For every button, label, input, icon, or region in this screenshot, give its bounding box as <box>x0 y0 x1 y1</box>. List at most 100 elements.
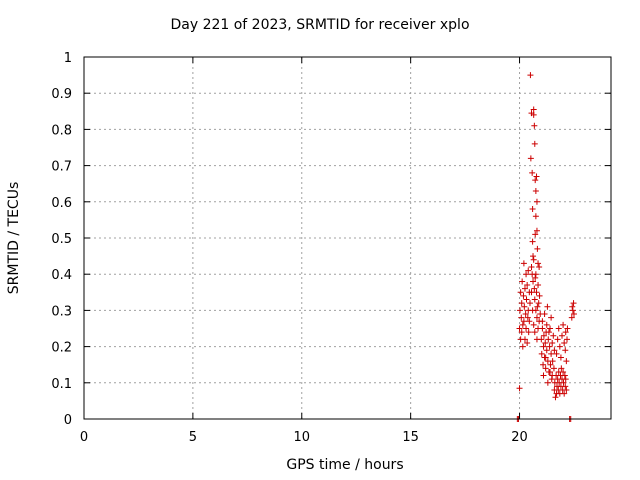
data-point <box>542 365 549 372</box>
data-point <box>562 383 569 390</box>
data-point <box>532 213 539 220</box>
y-tick-label: 0.1 <box>51 377 72 392</box>
data-point <box>549 339 556 346</box>
data-point <box>536 292 543 299</box>
data-point <box>532 187 539 194</box>
y-tick-label: 0.4 <box>51 268 72 283</box>
data-point <box>529 238 536 245</box>
data-point <box>528 263 535 270</box>
data-point <box>557 354 564 361</box>
data-point <box>547 361 554 368</box>
data-point <box>516 307 523 314</box>
data-point <box>531 140 538 147</box>
data-point <box>526 300 533 307</box>
data-point <box>545 329 552 336</box>
data-point <box>562 347 569 354</box>
data-point <box>561 372 568 379</box>
data-point <box>519 321 526 328</box>
data-point <box>570 311 577 318</box>
data-point <box>536 263 543 270</box>
data-point <box>556 343 563 350</box>
data-point <box>534 303 541 310</box>
data-point <box>518 314 525 321</box>
data-point <box>552 394 559 401</box>
data-point <box>553 350 560 357</box>
data-point <box>563 358 570 365</box>
data-point <box>531 285 538 292</box>
data-point <box>533 227 540 234</box>
data-point <box>543 321 550 328</box>
data-point <box>520 260 527 267</box>
data-point <box>532 274 539 281</box>
data-point <box>551 347 558 354</box>
data-point <box>548 314 555 321</box>
data-point <box>540 332 547 339</box>
data-point <box>525 267 532 274</box>
data-point <box>532 177 539 184</box>
data-point <box>560 321 567 328</box>
data-point <box>559 332 566 339</box>
x-tick-label: 20 <box>511 430 528 445</box>
data-point <box>539 318 546 325</box>
data-point <box>519 343 526 350</box>
data-point <box>568 314 575 321</box>
data-point <box>539 325 546 332</box>
data-point <box>535 300 542 307</box>
grid-lines <box>84 57 611 419</box>
data-point <box>524 339 531 346</box>
data-point <box>540 343 547 350</box>
x-tick-label: 5 <box>189 430 197 445</box>
data-point <box>516 385 523 392</box>
y-tick-label: 1 <box>64 51 72 66</box>
data-point <box>519 278 526 285</box>
y-tick-label: 0.5 <box>51 232 72 247</box>
data-point <box>530 321 537 328</box>
data-point <box>560 368 567 375</box>
data-point <box>541 311 548 318</box>
plot-frame <box>83 56 612 420</box>
axis-ticks: 00.10.20.30.40.50.60.70.80.910 5 10 15 20 <box>51 51 611 445</box>
data-point <box>544 379 551 386</box>
data-point <box>533 314 540 321</box>
data-point <box>554 336 561 343</box>
y-tick-label: 0.6 <box>51 196 72 211</box>
data-point <box>550 365 557 372</box>
data-point <box>530 106 537 113</box>
data-point <box>527 155 534 162</box>
data-point <box>533 289 540 296</box>
data-point <box>538 350 545 357</box>
y-tick-label: 0 <box>64 413 72 428</box>
data-point <box>549 358 556 365</box>
data-point <box>523 325 530 332</box>
data-point <box>521 336 528 343</box>
y-tick-label: 0.3 <box>51 304 72 319</box>
x-tick-label: 15 <box>402 430 419 445</box>
data-point <box>532 231 539 238</box>
data-point <box>543 347 550 354</box>
y-tick-label: 0.7 <box>51 160 72 175</box>
data-point <box>562 376 569 383</box>
data-point <box>545 336 552 343</box>
data-point <box>533 173 540 180</box>
data-point <box>523 271 530 278</box>
data-point <box>561 339 568 346</box>
data-point <box>544 303 551 310</box>
y-tick-label: 0.8 <box>51 123 72 138</box>
data-point <box>517 289 524 296</box>
data-point <box>530 111 537 118</box>
data-point <box>530 256 537 263</box>
data-point <box>533 198 540 205</box>
data-point <box>540 372 547 379</box>
data-point <box>555 325 562 332</box>
x-tick-label: 10 <box>293 430 310 445</box>
data-point <box>531 122 538 129</box>
data-point <box>547 368 554 375</box>
data-point <box>529 169 536 176</box>
data-point <box>531 329 538 336</box>
data-point <box>560 379 567 386</box>
data-point <box>526 318 533 325</box>
data-point <box>520 318 527 325</box>
data-point <box>523 296 530 303</box>
data-point <box>561 390 568 397</box>
